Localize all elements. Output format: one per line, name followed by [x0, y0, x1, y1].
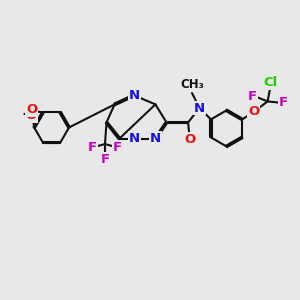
Text: O: O [26, 109, 37, 122]
Text: N: N [128, 89, 140, 102]
Text: O: O [26, 103, 38, 116]
Text: F: F [248, 89, 257, 103]
Text: N: N [194, 101, 205, 115]
Text: F: F [100, 153, 109, 166]
Text: O: O [184, 133, 195, 146]
Text: F: F [88, 141, 97, 154]
Text: F: F [279, 96, 288, 110]
Text: CH₃: CH₃ [180, 78, 204, 91]
Text: N: N [150, 132, 161, 145]
Text: N: N [128, 132, 140, 145]
Text: Cl: Cl [263, 76, 278, 89]
Text: O: O [248, 105, 260, 118]
Text: F: F [113, 141, 122, 154]
